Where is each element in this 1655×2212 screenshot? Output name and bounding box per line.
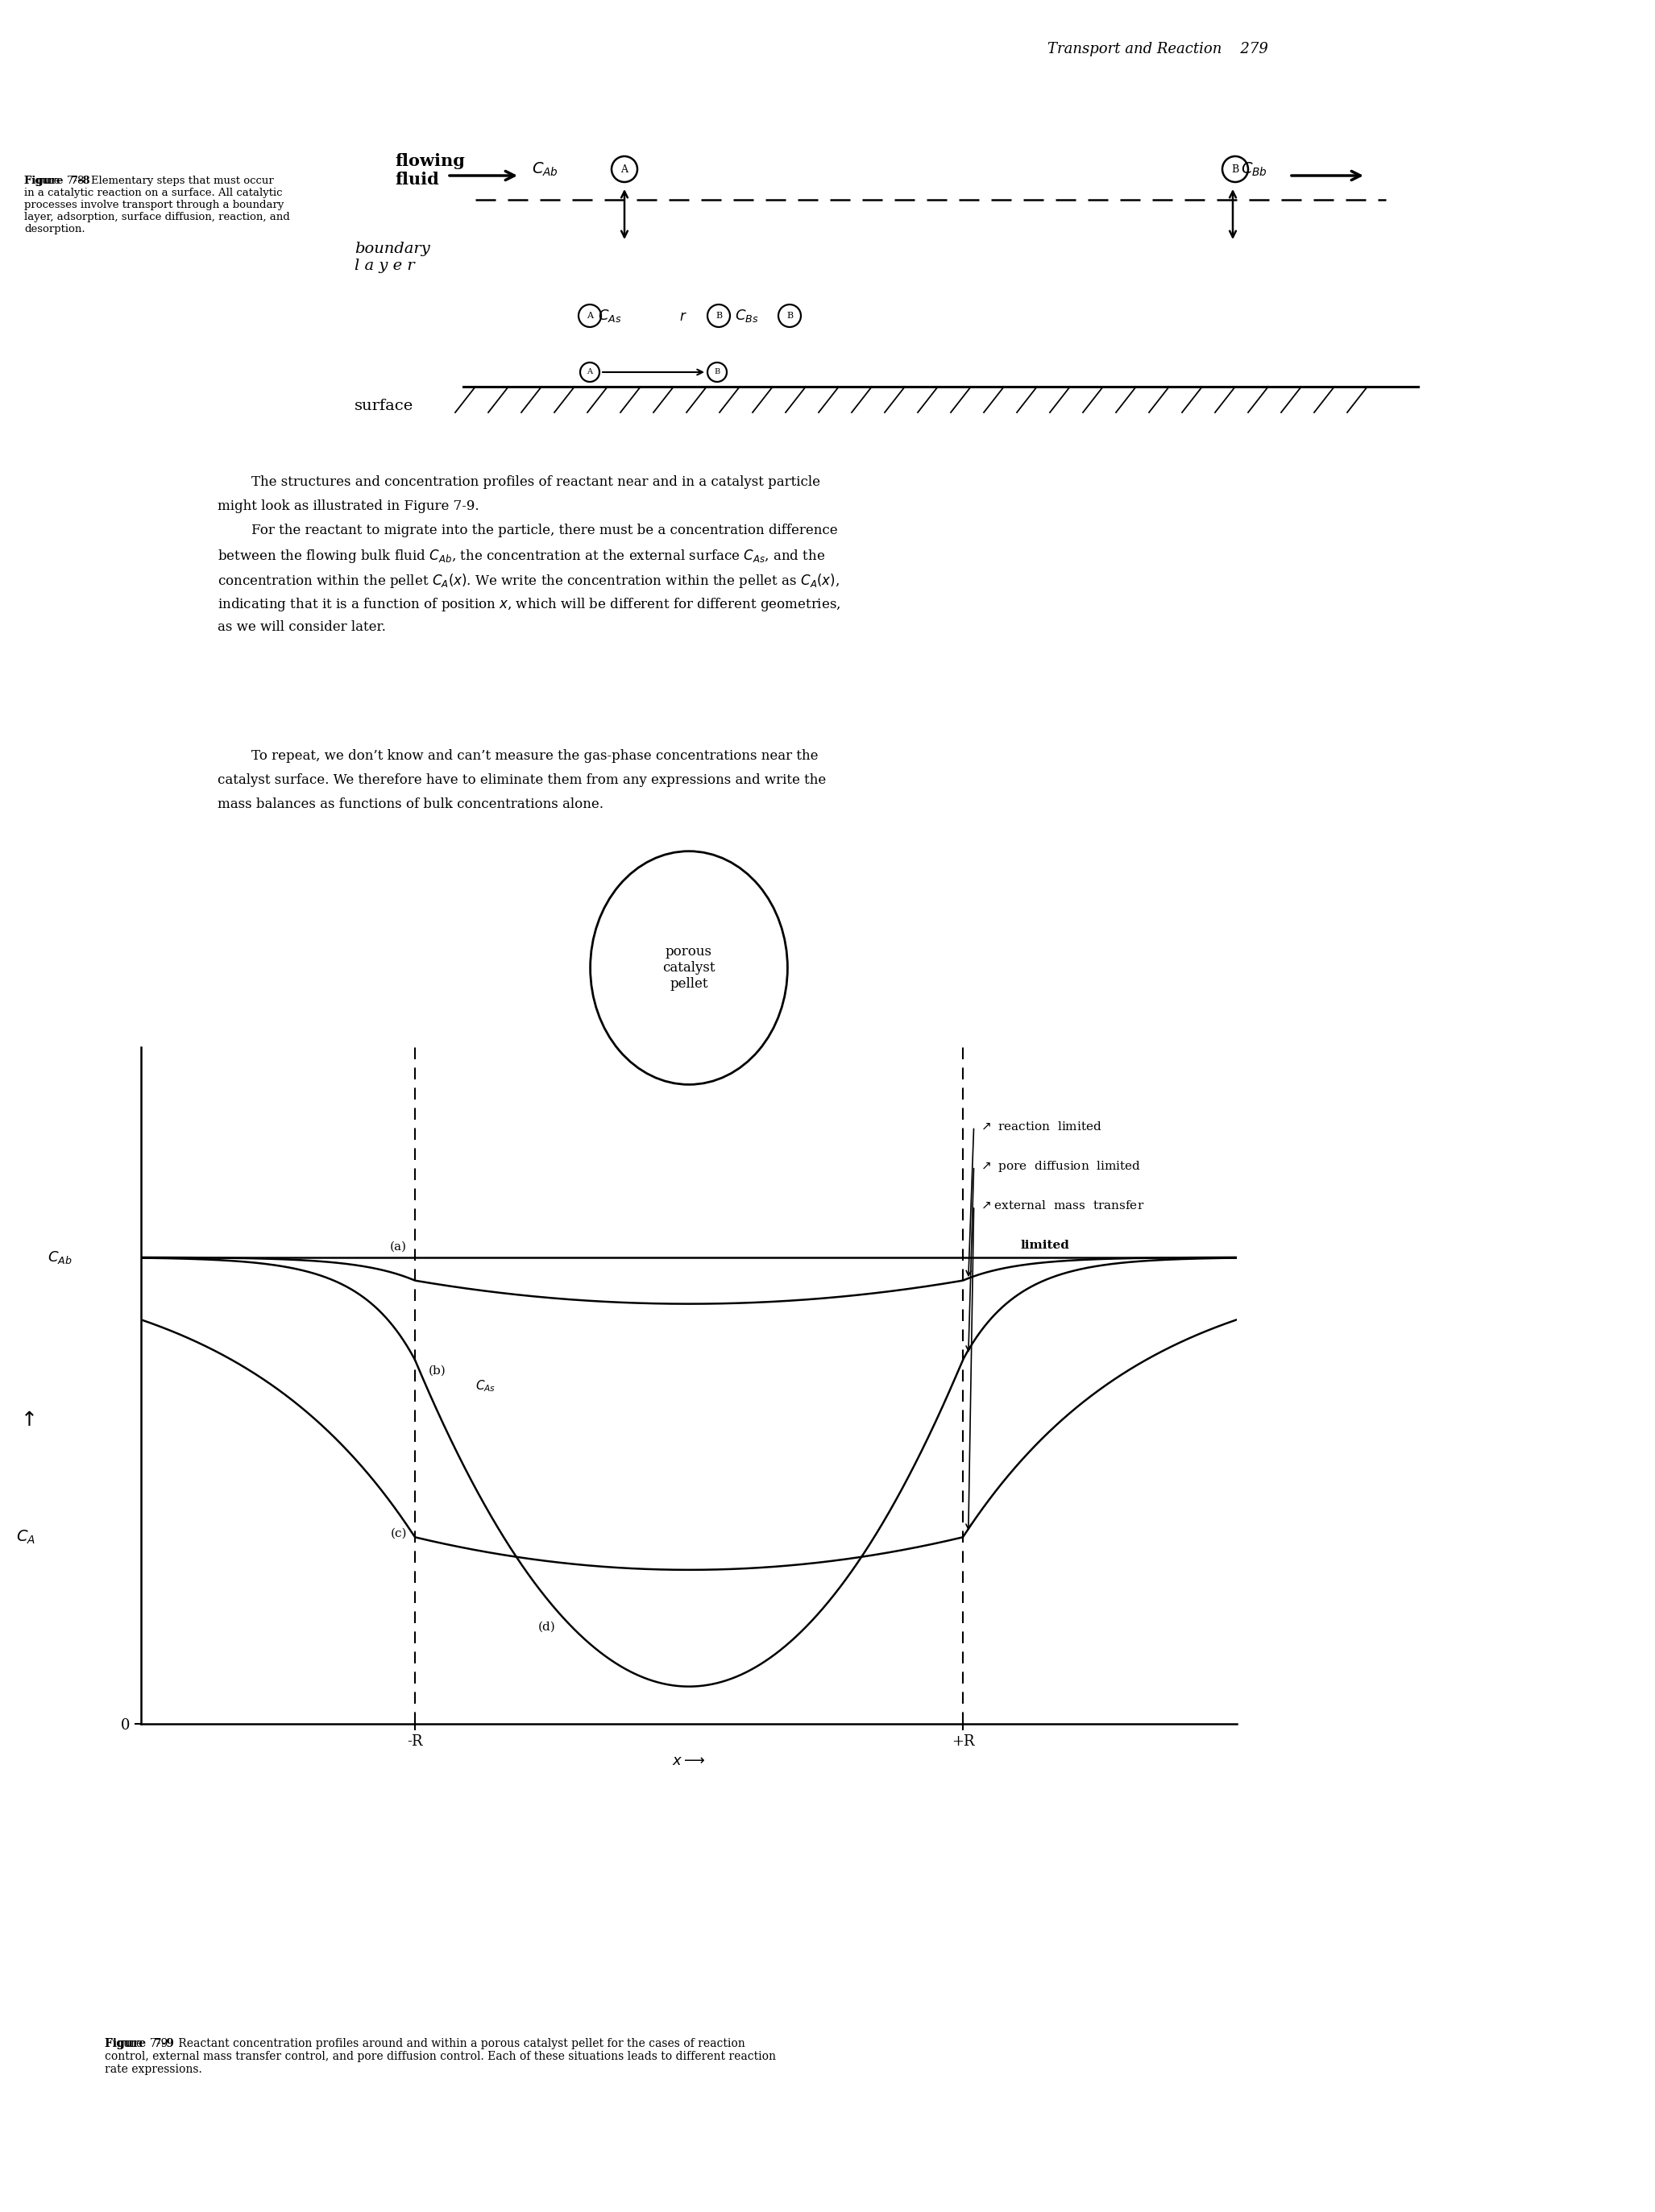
- Text: surface: surface: [354, 398, 414, 414]
- Text: (c): (c): [391, 1528, 407, 1540]
- Text: $r$: $r$: [679, 310, 687, 323]
- Text: $C_{Bb}$: $C_{Bb}$: [1241, 161, 1268, 179]
- Text: A: A: [586, 312, 592, 321]
- Text: $C_{Bs}$: $C_{Bs}$: [735, 307, 758, 323]
- Text: To repeat, we don’t know and can’t measure the gas-phase concentrations near the: To repeat, we don’t know and can’t measu…: [217, 750, 818, 763]
- Text: catalyst surface. We therefore have to eliminate them from any expressions and w: catalyst surface. We therefore have to e…: [217, 774, 826, 787]
- Text: (d): (d): [538, 1621, 556, 1632]
- Text: Figure  7-8: Figure 7-8: [25, 175, 89, 186]
- Text: $C_{Ab}$: $C_{Ab}$: [531, 161, 558, 179]
- Text: mass balances as functions of bulk concentrations alone.: mass balances as functions of bulk conce…: [217, 799, 604, 812]
- Text: concentration within the pellet $C_A(x)$. We write the concentration within the : concentration within the pellet $C_A(x)$…: [217, 573, 839, 591]
- Text: might look as illustrated in Figure 7-9.: might look as illustrated in Figure 7-9.: [217, 500, 478, 513]
- Text: between the flowing bulk fluid $C_{Ab}$, the concentration at the external surfa: between the flowing bulk fluid $C_{Ab}$,…: [217, 549, 826, 564]
- Text: limited: limited: [1021, 1241, 1069, 1252]
- Text: A: A: [621, 164, 629, 175]
- Text: (a): (a): [391, 1241, 407, 1252]
- Text: Figure  7-8  Elementary steps that must occur
in a catalytic reaction on a surfa: Figure 7-8 Elementary steps that must oc…: [25, 175, 290, 234]
- Text: B: B: [715, 369, 720, 376]
- Text: A: A: [588, 369, 592, 376]
- Text: Transport and Reaction    279: Transport and Reaction 279: [1048, 42, 1268, 55]
- Text: $\nearrow$ pore  diffusion  limited: $\nearrow$ pore diffusion limited: [980, 1159, 1142, 1172]
- Text: B: B: [715, 312, 722, 321]
- Text: (b): (b): [429, 1365, 447, 1376]
- Text: $\uparrow$: $\uparrow$: [17, 1411, 35, 1429]
- X-axis label: $x \longrightarrow$: $x \longrightarrow$: [672, 1754, 705, 1767]
- Text: Figure  7-9: Figure 7-9: [104, 2037, 174, 2048]
- Text: $\nearrow$ reaction  limited: $\nearrow$ reaction limited: [980, 1121, 1102, 1133]
- Text: porous
catalyst
pellet: porous catalyst pellet: [662, 945, 715, 991]
- Text: indicating that it is a function of position $x$, which will be different for di: indicating that it is a function of posi…: [217, 595, 841, 613]
- Text: $C_{As}$: $C_{As}$: [475, 1378, 495, 1394]
- Text: boundary
l a y e r: boundary l a y e r: [354, 241, 430, 272]
- Text: $C_{As}$: $C_{As}$: [597, 307, 622, 323]
- Text: $C_A$: $C_A$: [17, 1528, 36, 1546]
- Text: For the reactant to migrate into the particle, there must be a concentration dif: For the reactant to migrate into the par…: [217, 524, 837, 538]
- Text: B: B: [1231, 164, 1240, 175]
- Text: The structures and concentration profiles of reactant near and in a catalyst par: The structures and concentration profile…: [217, 476, 821, 489]
- Text: Figure  7-9   Reactant concentration profiles around and within a porous catalys: Figure 7-9 Reactant concentration profil…: [104, 2037, 776, 2075]
- Text: B: B: [786, 312, 793, 321]
- Text: flowing
fluid: flowing fluid: [396, 153, 465, 188]
- Text: $C_{Ab}$: $C_{Ab}$: [48, 1250, 73, 1265]
- Text: $\nearrow$external  mass  transfer: $\nearrow$external mass transfer: [980, 1199, 1145, 1212]
- Text: as we will consider later.: as we will consider later.: [217, 619, 386, 635]
